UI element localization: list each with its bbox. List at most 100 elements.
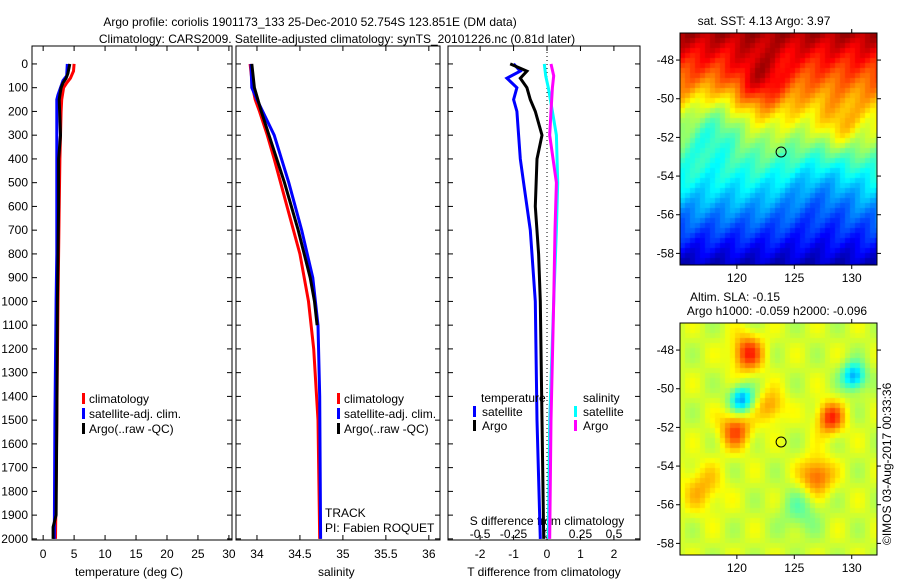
argo-position-marker xyxy=(775,146,787,158)
y-tick-label: -48 xyxy=(657,343,675,357)
x-tick-label: -2 xyxy=(475,547,486,561)
x-tick-label: 10 xyxy=(98,547,112,561)
map-frame xyxy=(679,322,878,556)
x-tick-label: -1 xyxy=(508,547,519,561)
y-tick-label: 0 xyxy=(21,57,28,71)
sla-map-axes: 120 125 130 -48 -50 -52 -54 -56 -58 xyxy=(657,319,881,575)
legend-title-salinity: salinity xyxy=(583,391,620,405)
y-tick-label: 1300 xyxy=(1,366,28,380)
y-tick-label: -54 xyxy=(657,169,675,183)
legend-swatch xyxy=(574,406,577,417)
y-tick-label: -54 xyxy=(657,459,675,473)
series-line-argo-raw-qc- xyxy=(51,63,72,539)
x-tick-label: 36 xyxy=(422,547,436,561)
y-tick-label: 300 xyxy=(8,128,28,142)
x-axis-label: T difference from climatology xyxy=(467,565,621,579)
y-tick-label: -58 xyxy=(657,536,675,550)
x-tick-label: 25 xyxy=(191,547,205,561)
x-tick-label: 30 xyxy=(222,547,236,561)
legend-label: Argo xyxy=(583,419,609,433)
y-tick-label: -56 xyxy=(657,208,675,222)
y-tick-label: -50 xyxy=(657,382,675,396)
y-tick-label: -52 xyxy=(657,130,675,144)
legend-label: Argo(..raw -QC) xyxy=(344,422,429,436)
y-tick-label: -52 xyxy=(657,420,675,434)
legend-swatch xyxy=(82,423,85,434)
y-tick-label: -48 xyxy=(657,53,675,67)
x-tick-label: 34.5 xyxy=(288,547,312,561)
y-tick-label: 700 xyxy=(8,223,28,237)
legend-label: Argo xyxy=(482,419,508,433)
plot-frame xyxy=(447,45,641,541)
legend-swatch xyxy=(337,393,340,404)
x-tick-label: 34 xyxy=(250,547,264,561)
series-group xyxy=(51,63,76,539)
x-tick-label: 5 xyxy=(71,547,78,561)
legend-label: satellite-adj. clim. xyxy=(344,407,436,421)
sst-map-axes: 120 125 130 -48 -50 -52 -54 -56 -58 xyxy=(657,29,881,285)
panel-salinity: 34 34.5 35 35.5 36 salinity climatologysatelli… xyxy=(235,45,441,579)
y-tick-label: 500 xyxy=(8,176,28,190)
y-tick-label: 900 xyxy=(8,271,28,285)
x-tick-label: 0 xyxy=(40,547,47,561)
sla-map-title: Altim. SLA: -0.15 xyxy=(690,290,780,304)
y-tick-label: 1600 xyxy=(1,437,28,451)
y-tick-label: 1900 xyxy=(1,508,28,522)
y-tick-label: 800 xyxy=(8,247,28,261)
legend-label: satellite xyxy=(482,405,523,419)
y-tick-label: 2000 xyxy=(1,532,28,546)
legend-swatch xyxy=(82,393,85,404)
series-line-argo-raw-qc- xyxy=(250,63,319,326)
legend-swatch xyxy=(473,406,476,417)
pi-label: PI: Fabien ROQUET xyxy=(325,521,435,535)
x-tick-label: 120 xyxy=(727,561,747,575)
x-tick-label: 130 xyxy=(842,271,862,285)
y-tick-label: 1200 xyxy=(1,342,28,356)
y-tick-label: 1800 xyxy=(1,484,28,498)
legend-title-temperature: temperature xyxy=(481,391,546,405)
y-tick-label: -56 xyxy=(657,498,675,512)
x-axis-label: salinity xyxy=(318,565,355,579)
x-tick-label: 125 xyxy=(784,561,804,575)
x2-tick-label: -0.25 xyxy=(500,527,528,541)
legend-label: climatology xyxy=(344,392,404,406)
series-line-s-argo xyxy=(548,63,558,539)
y-tick-label: 600 xyxy=(8,199,28,213)
y-tick-label: 1700 xyxy=(1,461,28,475)
title-line2: Climatology: CARS2009. Satellite-adjuste… xyxy=(99,32,575,46)
x-axis-label: temperature (deg C) xyxy=(75,565,183,579)
sla-map-subtitle: Argo h1000: -0.059 h2000: -0.096 xyxy=(687,304,867,318)
series-line-satellite-adj-clim- xyxy=(249,63,323,539)
sst-map-image xyxy=(680,33,877,265)
y-tick-label: -50 xyxy=(657,92,675,106)
legend-swatch xyxy=(337,423,340,434)
y-tick-label: 1000 xyxy=(1,294,28,308)
x-tick-label: 2 xyxy=(611,547,618,561)
x-tick-label: 15 xyxy=(129,547,143,561)
series-line-t-argo xyxy=(509,62,546,539)
x-tick-label: 35.5 xyxy=(374,547,398,561)
map-frame xyxy=(679,32,878,266)
track-label: TRACK xyxy=(325,506,366,520)
panel-temperature: 0 5 10 15 20 25 30 temperature (deg C) 0 100 200 30… xyxy=(1,45,236,579)
series-group xyxy=(248,63,323,539)
legend-label: climatology xyxy=(89,392,149,406)
y-tick-label: 100 xyxy=(8,81,28,95)
y-tick-label: 200 xyxy=(8,104,28,118)
series-line-t-satellite xyxy=(504,62,542,539)
x-tick-label: 120 xyxy=(727,271,747,285)
plot-frame xyxy=(31,45,233,541)
legend-label: satellite xyxy=(583,405,624,419)
y-tick-label: 1100 xyxy=(2,318,28,332)
x-tick-label: 20 xyxy=(160,547,174,561)
x2-tick-label: 0.5 xyxy=(606,527,623,541)
plot-frame xyxy=(235,45,441,541)
x2-tick-label: 0.25 xyxy=(569,527,593,541)
y-tick-label: 1500 xyxy=(1,413,28,427)
x-tick-label: 130 xyxy=(842,561,862,575)
panel-difference: -2 -1 0 1 2 T difference from climatology -0.5… xyxy=(447,45,641,579)
legend-label: Argo(..raw -QC) xyxy=(89,422,174,436)
